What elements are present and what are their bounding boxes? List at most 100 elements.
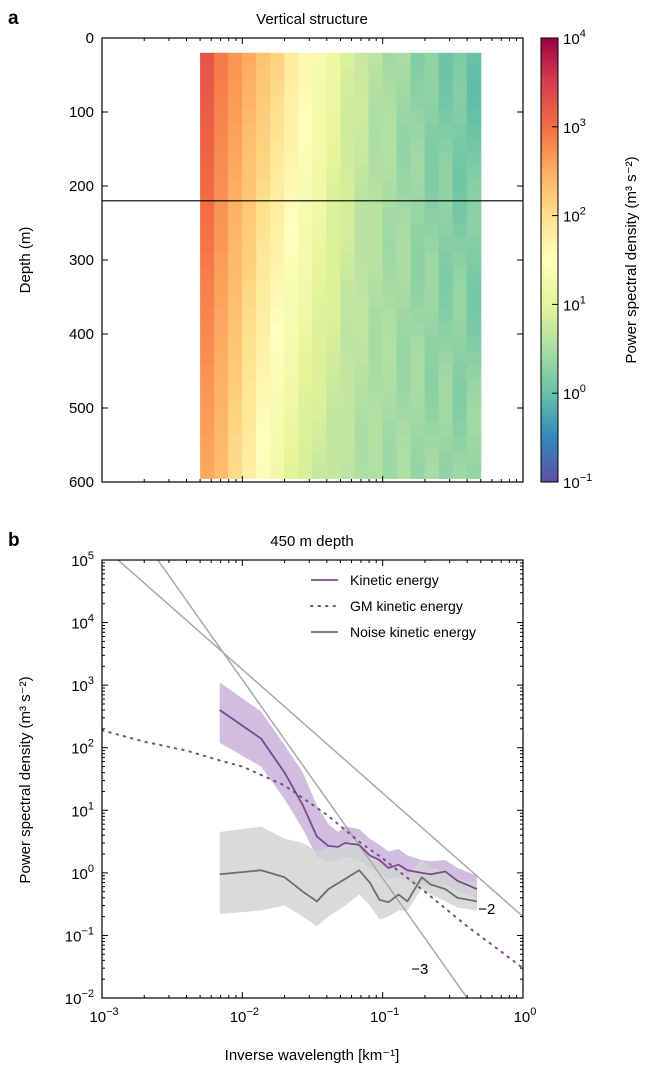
heatmap-cell bbox=[270, 180, 285, 195]
heatmap-cell bbox=[256, 223, 271, 238]
heatmap-cell bbox=[242, 365, 257, 380]
heatmap-cell bbox=[368, 166, 383, 181]
heatmap-cell bbox=[298, 407, 313, 422]
heatmap-cell bbox=[312, 308, 327, 323]
heatmap-cell bbox=[439, 251, 454, 266]
heatmap-cell bbox=[340, 251, 355, 266]
y-tick-label: 105 bbox=[71, 550, 94, 570]
heatmap-cell bbox=[298, 393, 313, 408]
heatmap-cell bbox=[298, 450, 313, 465]
heatmap-cell bbox=[256, 422, 271, 437]
heatmap-cell bbox=[228, 294, 243, 309]
heatmap-cell bbox=[411, 166, 426, 181]
heatmap-cell bbox=[340, 280, 355, 295]
heatmap-cell bbox=[298, 308, 313, 323]
heatmap-cell bbox=[439, 180, 454, 195]
colorbar-label: Power spectral density (m³ s⁻²) bbox=[623, 156, 640, 363]
heatmap-cell bbox=[242, 251, 257, 266]
heatmap-cell bbox=[453, 365, 468, 380]
heatmap-cell bbox=[256, 95, 271, 110]
heatmap-cell bbox=[256, 152, 271, 167]
heatmap-cell bbox=[397, 336, 412, 351]
heatmap-cell bbox=[200, 152, 215, 167]
heatmap-cell bbox=[256, 251, 271, 266]
heatmap-cell bbox=[256, 393, 271, 408]
heatmap-cell bbox=[368, 393, 383, 408]
heatmap-cell bbox=[284, 365, 299, 380]
heatmap-cell bbox=[439, 464, 454, 479]
heatmap-cell bbox=[354, 322, 369, 337]
heatmap-cell bbox=[397, 95, 412, 110]
heatmap-cell bbox=[284, 450, 299, 465]
heatmap-cell bbox=[284, 436, 299, 451]
heatmap-cell bbox=[453, 393, 468, 408]
heatmap-cell bbox=[312, 223, 327, 238]
y-tick-label: 400 bbox=[69, 326, 94, 343]
heatmap-cell bbox=[340, 436, 355, 451]
heatmap-cell bbox=[284, 110, 299, 125]
heatmap-cell bbox=[411, 436, 426, 451]
heatmap-cell bbox=[298, 180, 313, 195]
heatmap-cell bbox=[256, 180, 271, 195]
heatmap-cell bbox=[340, 393, 355, 408]
heatmap-cell bbox=[383, 379, 398, 394]
spectrum-x-axis-label: Inverse wavelength [km⁻¹] bbox=[225, 1047, 400, 1064]
heatmap-cell bbox=[453, 294, 468, 309]
heatmap-cell bbox=[228, 152, 243, 167]
heatmap-cell bbox=[467, 308, 482, 323]
heatmap-cell bbox=[214, 195, 229, 210]
heatmap-cell bbox=[354, 336, 369, 351]
heatmap-cell bbox=[228, 336, 243, 351]
heatmap-cell bbox=[397, 223, 412, 238]
heatmap-cell bbox=[200, 166, 215, 181]
heatmap-cell bbox=[467, 53, 482, 68]
heatmap-cell bbox=[242, 379, 257, 394]
heatmap-cell bbox=[228, 436, 243, 451]
heatmap-cell bbox=[242, 351, 257, 366]
heatmap-cell bbox=[425, 53, 440, 68]
heatmap-cell bbox=[340, 450, 355, 465]
heatmap-cell bbox=[284, 407, 299, 422]
heatmap-cell bbox=[439, 336, 454, 351]
heatmap-cell bbox=[354, 266, 369, 281]
heatmap-cell bbox=[439, 195, 454, 210]
heatmap-cell bbox=[467, 294, 482, 309]
y-tick-label: 0 bbox=[86, 30, 94, 47]
heatmap-cell bbox=[383, 53, 398, 68]
heatmap-cell bbox=[298, 322, 313, 337]
heatmap-cell bbox=[439, 436, 454, 451]
heatmap-cell bbox=[354, 124, 369, 139]
heatmap-cell bbox=[453, 95, 468, 110]
heatmap-cell bbox=[242, 336, 257, 351]
heatmap-cell bbox=[214, 450, 229, 465]
heatmap-cell bbox=[312, 450, 327, 465]
heatmap-cell bbox=[312, 294, 327, 309]
heatmap-cell bbox=[425, 95, 440, 110]
heatmap-cell bbox=[425, 110, 440, 125]
heatmap-cell bbox=[256, 110, 271, 125]
heatmap-cell bbox=[228, 138, 243, 153]
heatmap-cell bbox=[200, 308, 215, 323]
colorbar-tick-label: 104 bbox=[563, 28, 586, 48]
heatmap-cell bbox=[284, 138, 299, 153]
heatmap-cell bbox=[312, 95, 327, 110]
heatmap-cell bbox=[439, 81, 454, 96]
heatmap-cell bbox=[340, 464, 355, 479]
heatmap-cell bbox=[467, 67, 482, 82]
heatmap-cell bbox=[214, 237, 229, 252]
heatmap-cell bbox=[214, 407, 229, 422]
panel-label-a: a bbox=[8, 8, 19, 29]
heatmap-cell bbox=[453, 138, 468, 153]
heatmap-cell bbox=[284, 393, 299, 408]
heatmap-cell bbox=[425, 379, 440, 394]
heatmap-cell bbox=[312, 237, 327, 252]
heatmap-cell bbox=[453, 379, 468, 394]
heatmap-cell bbox=[354, 393, 369, 408]
heatmap-cell bbox=[425, 166, 440, 181]
panel-label-b: b bbox=[8, 530, 20, 551]
heatmap-cell bbox=[453, 166, 468, 181]
heatmap-cell bbox=[340, 81, 355, 96]
heatmap-cell bbox=[368, 436, 383, 451]
heatmap-cell bbox=[397, 138, 412, 153]
y-tick-label: 104 bbox=[71, 613, 94, 633]
